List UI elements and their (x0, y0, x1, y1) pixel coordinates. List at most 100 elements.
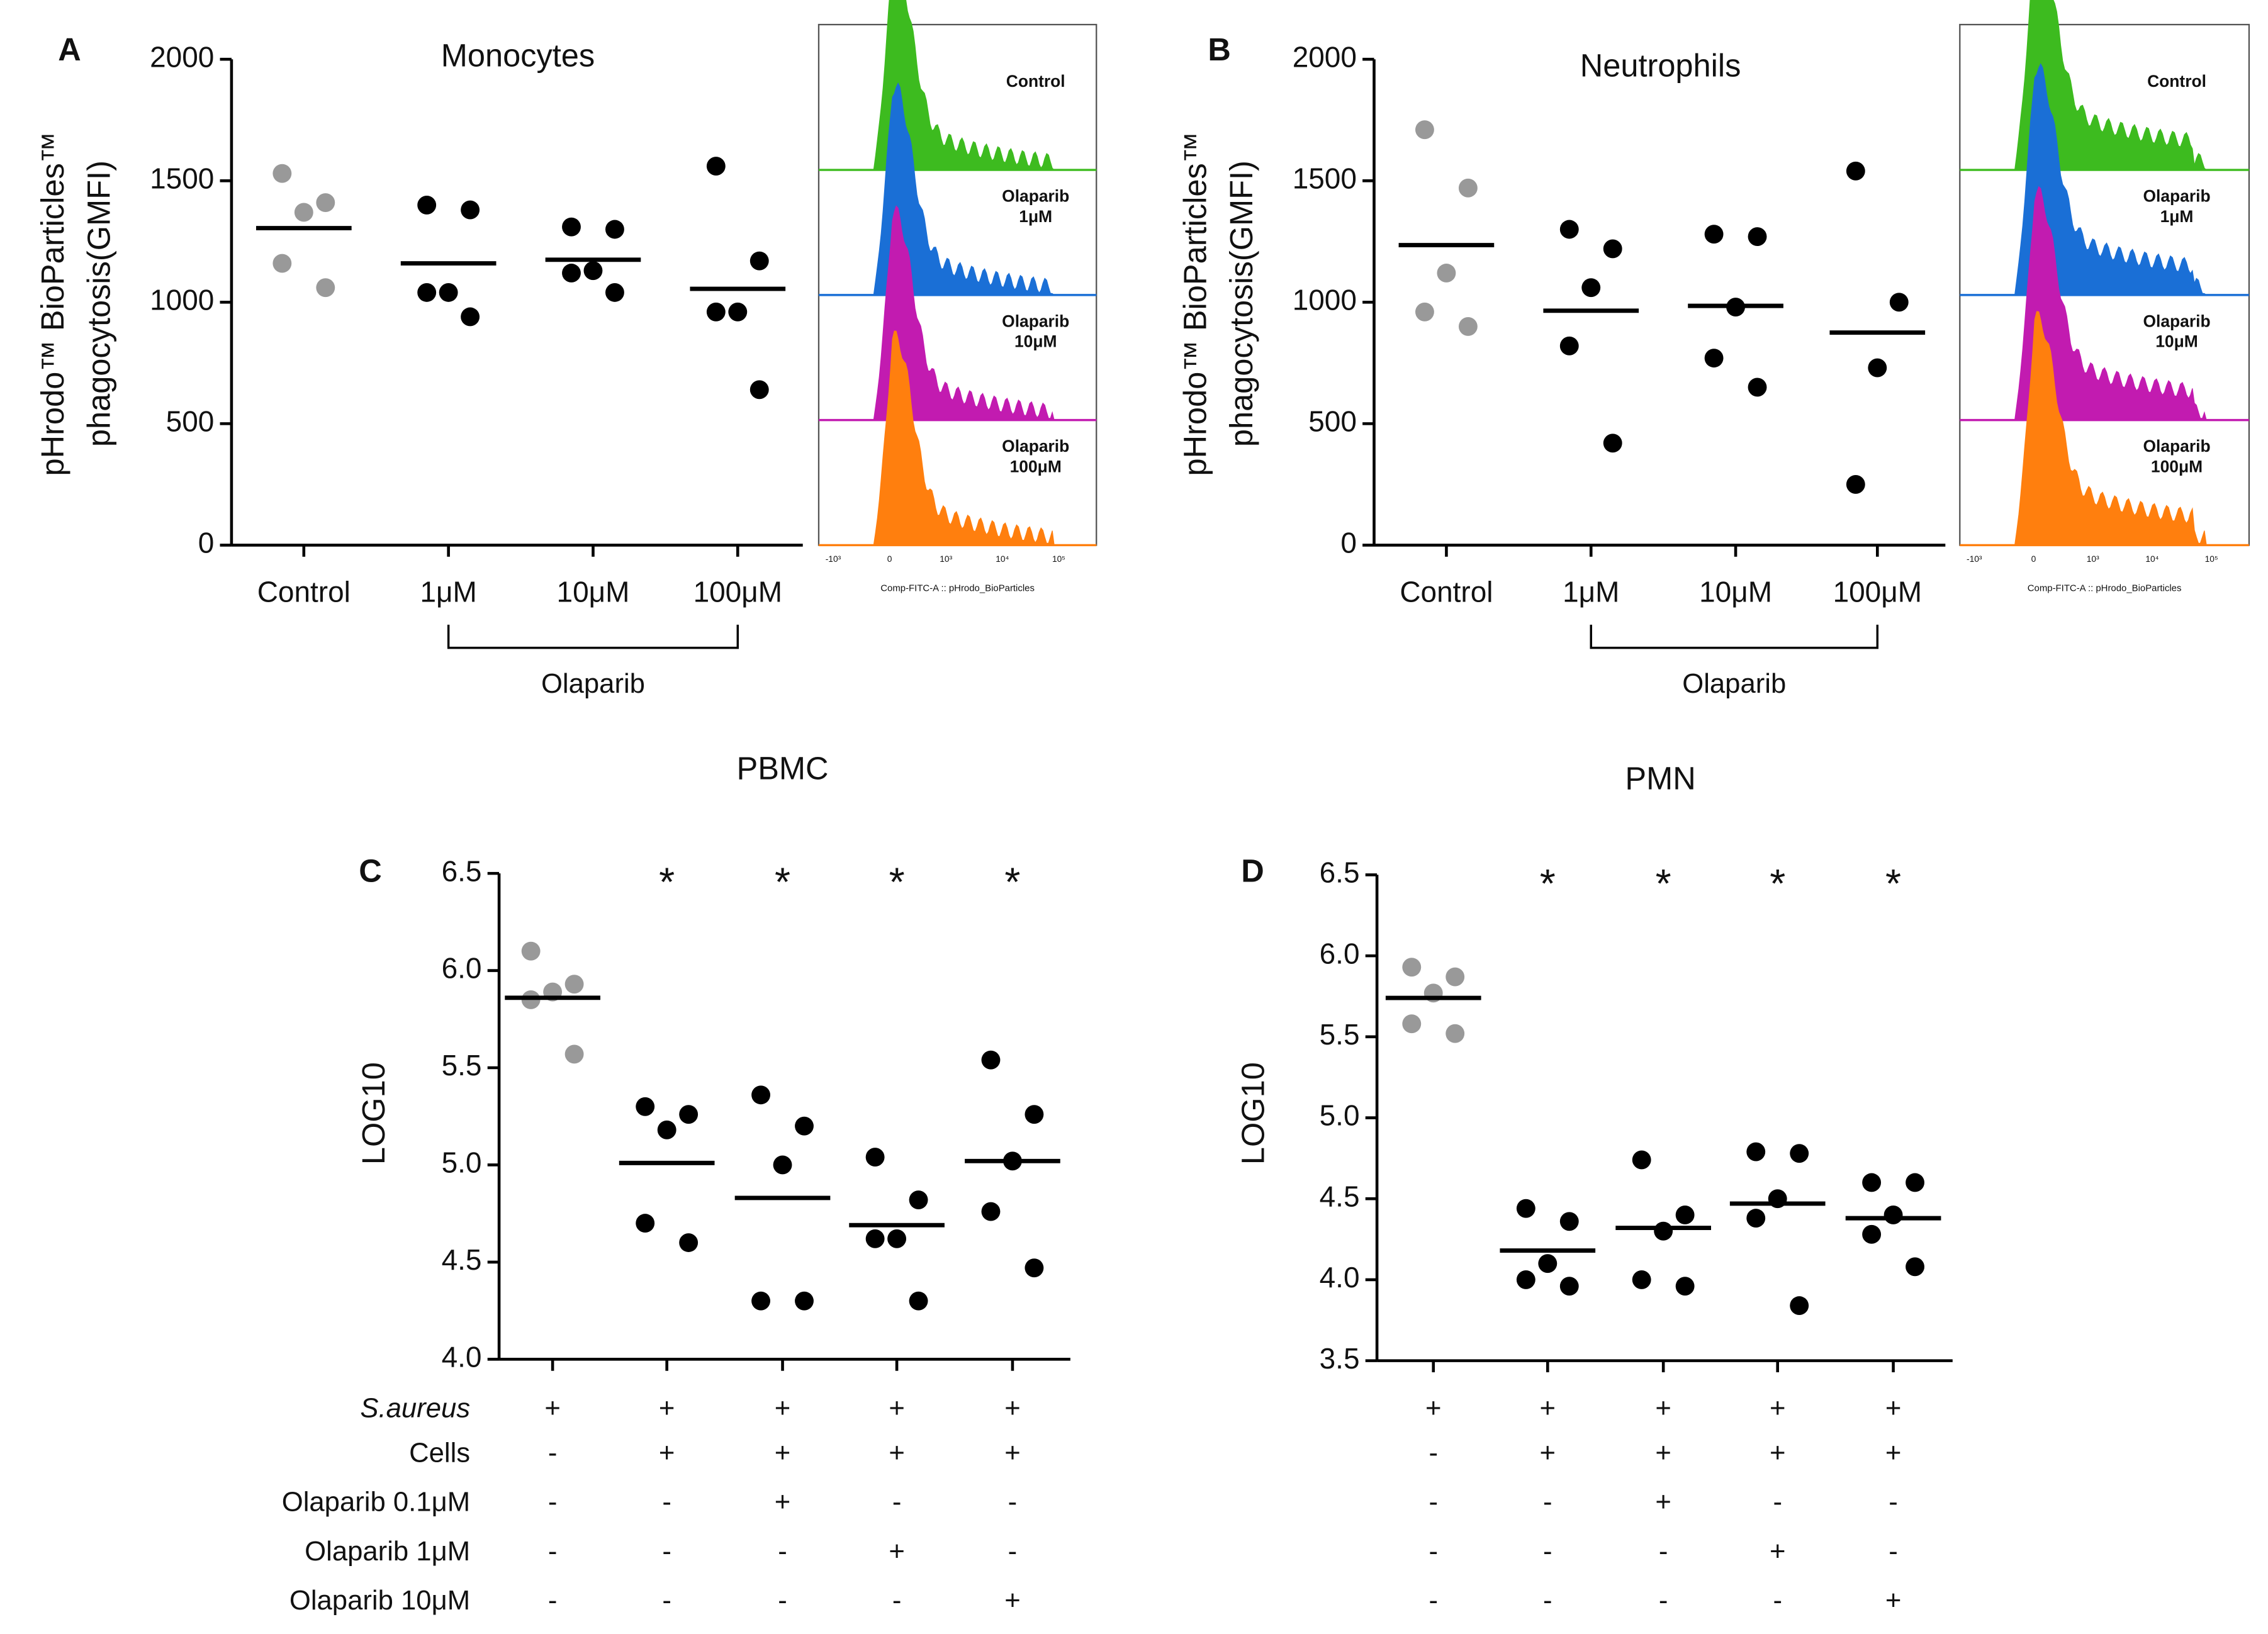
data-point (417, 195, 437, 215)
y-tick-label: 6.5 (1320, 856, 1360, 889)
histogram-tick-label: 10⁴ (2145, 554, 2159, 564)
bracket (1590, 624, 1879, 649)
significance-mark: * (659, 859, 675, 905)
sign: - (1659, 1536, 1668, 1567)
data-point (272, 164, 292, 183)
data-point (749, 380, 769, 400)
sign: - (1889, 1487, 1898, 1518)
data-point (1538, 1254, 1558, 1273)
data-point (1654, 1221, 1673, 1241)
data-point (1862, 1173, 1882, 1192)
y-tick-label: 1000 (150, 283, 214, 316)
x-tick-label: 10μM (1699, 576, 1772, 608)
data-point (679, 1233, 699, 1252)
histogram-label: Olaparib (1002, 187, 1069, 206)
bracket-label: Olaparib (1682, 668, 1786, 699)
histogram-tick-label: 10⁵ (2205, 554, 2218, 564)
histogram-label: Olaparib (2143, 311, 2210, 330)
y-tick-label: 1500 (1293, 162, 1357, 194)
data-point (1790, 1144, 1809, 1163)
histogram-layer (873, 0, 1062, 171)
data-point (1603, 239, 1622, 259)
y-tick-label: 4.5 (1320, 1180, 1360, 1212)
y-axis-label: phagocytosis(GMFI) (1223, 160, 1259, 447)
sign: + (1540, 1438, 1556, 1469)
y-tick-label: 3.5 (1320, 1342, 1360, 1375)
data-point (1868, 358, 1887, 378)
significance-mark: * (1656, 861, 1671, 906)
x-tick-label: 1μM (1563, 576, 1619, 608)
sign: + (1655, 1438, 1671, 1469)
data-point (562, 217, 581, 237)
histogram-layer (2014, 0, 2215, 171)
data-point (1559, 1277, 1579, 1296)
chart-title: Monocytes (441, 37, 595, 73)
histogram-layer (2014, 63, 2215, 296)
sign: - (1659, 1585, 1668, 1616)
histogram-layer (873, 82, 1062, 296)
data-point (751, 1291, 770, 1311)
sign: - (1543, 1585, 1552, 1616)
significance-mark: * (889, 859, 905, 905)
data-point (1632, 1270, 1651, 1289)
sign: - (1543, 1487, 1552, 1518)
histogram-tick-label: 10⁵ (1052, 554, 1065, 564)
panel-letter: C (359, 853, 382, 888)
data-point (636, 1097, 655, 1116)
sign: + (659, 1438, 675, 1469)
data-point (1675, 1277, 1695, 1296)
x-tick-label: 100μM (693, 576, 782, 608)
sign: + (775, 1438, 791, 1469)
data-point (706, 302, 726, 322)
histogram-layer (873, 205, 1062, 421)
y-tick-label: 5.0 (442, 1146, 482, 1179)
chart-title: Neutrophils (1580, 47, 1741, 83)
data-point (749, 251, 769, 271)
data-point (439, 283, 458, 302)
sign: - (662, 1487, 671, 1518)
sign: + (1425, 1392, 1442, 1423)
data-point (1632, 1150, 1651, 1170)
data-point (1025, 1258, 1044, 1278)
histogram-layer (2014, 186, 2215, 421)
histogram-label: 1μM (1019, 207, 1052, 226)
sign: + (1770, 1536, 1786, 1567)
data-point (564, 975, 584, 994)
histogram-tick-label: 0 (2031, 554, 2036, 564)
data-point (605, 220, 624, 239)
histogram-x-label: Comp-FITC-A :: pHrodo_BioParticles (2028, 583, 2182, 593)
data-point (795, 1291, 814, 1311)
histogram-label: Olaparib (2143, 437, 2210, 456)
data-point (865, 1229, 885, 1248)
x-tick-label: Control (257, 576, 351, 608)
data-point (1704, 349, 1724, 368)
y-tick-label: 6.0 (442, 952, 482, 985)
sign: + (1004, 1585, 1021, 1616)
data-point (887, 1229, 907, 1248)
histogram-label: Olaparib (1002, 311, 1069, 330)
histogram-label: 10μM (2155, 332, 2198, 351)
histogram-label: Control (2147, 72, 2206, 91)
significance-mark: * (1540, 861, 1556, 906)
sign: - (1429, 1487, 1438, 1518)
data-point (1446, 967, 1465, 987)
data-point (316, 278, 335, 298)
data-point (909, 1190, 928, 1209)
sign: - (1008, 1536, 1018, 1567)
data-point (657, 1120, 676, 1139)
x-tick-label: 10μM (557, 576, 630, 608)
sign: + (1540, 1392, 1556, 1423)
data-point (981, 1050, 1001, 1070)
sign: - (1543, 1536, 1552, 1567)
y-tick-label: 500 (166, 405, 215, 438)
y-tick-label: 1500 (150, 162, 214, 194)
sign: - (1429, 1438, 1438, 1469)
panel-letter: D (1241, 853, 1264, 888)
row-label: Olaparib 10μM (289, 1585, 470, 1616)
sign: - (1429, 1585, 1438, 1616)
sign: + (889, 1438, 905, 1469)
histogram-label: 100μM (1010, 457, 1062, 476)
row-label: Olaparib 0.1μM (282, 1487, 470, 1518)
y-tick-label: 1000 (1293, 283, 1357, 316)
significance-mark: * (1885, 861, 1901, 906)
